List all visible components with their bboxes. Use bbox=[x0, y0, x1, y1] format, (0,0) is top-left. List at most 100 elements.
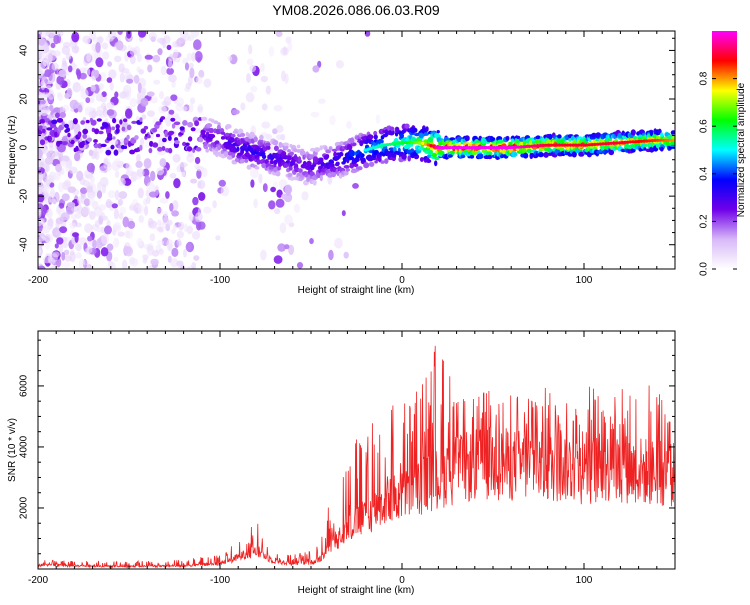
spectrogram-cell bbox=[83, 198, 91, 207]
spectrogram-ridge-cell bbox=[253, 136, 258, 143]
spectrogram-cell bbox=[92, 239, 97, 250]
spectrogram-ridge-cell bbox=[126, 124, 132, 131]
spectrogram-ridge-cell bbox=[157, 146, 163, 152]
spectrogram-ridge-cell bbox=[353, 163, 359, 167]
spectrogram-ridge-cell bbox=[41, 128, 46, 134]
spectrogram-core-cell bbox=[434, 145, 439, 149]
spectrogram-core-cell bbox=[464, 146, 469, 150]
spectrogram-cell bbox=[55, 217, 64, 225]
spectrogram-ridge-cell bbox=[51, 119, 58, 125]
spectrogram-cell bbox=[163, 211, 169, 217]
spectrogram-cell bbox=[194, 156, 201, 165]
spectrogram-x-tick-label: -100 bbox=[210, 275, 230, 286]
spectrogram-ridge-cell bbox=[147, 134, 151, 139]
spectrogram-ridge-cell bbox=[649, 130, 654, 137]
spectrogram-core-cell bbox=[462, 146, 466, 150]
spectrogram-cell bbox=[281, 70, 286, 82]
spectrogram-ridge-cell bbox=[96, 118, 102, 122]
spectrogram-ridge-cell bbox=[325, 154, 330, 159]
spectrogram-cell bbox=[129, 257, 139, 267]
spectrogram-cell bbox=[38, 67, 44, 76]
spectrogram-core-cell bbox=[628, 140, 633, 144]
spectrogram-ridge-cell bbox=[328, 163, 335, 167]
spectrogram-cell bbox=[150, 224, 157, 230]
spectrogram-ridge-cell bbox=[535, 135, 541, 140]
spectrogram-ridge-cell bbox=[328, 146, 333, 151]
spectrogram-ridge-cell bbox=[39, 119, 46, 124]
spectrogram-core-cell bbox=[574, 143, 578, 147]
spectrogram-cell bbox=[64, 92, 70, 99]
spectrogram-ridge-cell bbox=[449, 150, 455, 155]
snr-panel: -200 -100 0 100 2000 4000 6000 Height of strai… bbox=[7, 330, 676, 596]
spectrogram-core-cell bbox=[615, 141, 619, 145]
spectrogram-ridge-cell bbox=[350, 137, 355, 144]
spectrogram-cell bbox=[103, 158, 109, 169]
spectrogram-cell bbox=[63, 180, 72, 188]
spectrogram-core-cell bbox=[647, 139, 652, 143]
colorbar-tick-label: 0.8 bbox=[699, 71, 710, 85]
spectrogram-core-cell bbox=[489, 146, 494, 150]
spectrogram-cell bbox=[193, 255, 200, 261]
spectrogram-cell bbox=[150, 170, 156, 182]
spectrogram-cell bbox=[163, 96, 172, 107]
spectrogram-core-cell bbox=[410, 141, 414, 145]
spectrogram-cell bbox=[328, 249, 334, 261]
spectrogram-cell bbox=[77, 204, 83, 214]
spectrogram-ridge-cell bbox=[112, 136, 116, 140]
spectrogram-cell bbox=[181, 106, 188, 112]
spectrogram-ridge-cell bbox=[423, 132, 429, 136]
spectrogram-core-cell bbox=[672, 138, 675, 142]
spectrogram-cell bbox=[85, 182, 94, 193]
spectrogram-cell bbox=[158, 248, 164, 255]
spectrogram-ridge-cell bbox=[306, 160, 312, 167]
spectrogram-cell bbox=[45, 31, 51, 37]
spectrogram-cell bbox=[100, 247, 109, 257]
spectrogram-ridge-cell bbox=[240, 132, 246, 137]
spectrogram-cell bbox=[114, 170, 120, 178]
spectrogram-cell bbox=[126, 78, 134, 84]
spectrogram-cell bbox=[153, 79, 161, 85]
spectrogram-ridge-cell bbox=[469, 154, 475, 159]
spectrogram-cell bbox=[38, 37, 46, 46]
spectrogram-cell bbox=[120, 68, 130, 74]
spectrogram-ridge-cell bbox=[228, 150, 232, 157]
spectrogram-cell bbox=[110, 139, 119, 146]
spectrogram-ridge-cell bbox=[330, 159, 334, 164]
spectrogram-core-cell bbox=[642, 139, 646, 143]
spectrogram-ridge-cell bbox=[670, 130, 675, 135]
spectrogram-ridge-cell bbox=[272, 139, 279, 146]
spectrogram-cell bbox=[107, 190, 116, 199]
spectrogram-core-cell bbox=[500, 146, 504, 150]
spectrogram-cell bbox=[136, 237, 143, 247]
spectrogram-ridge-cell bbox=[513, 152, 518, 157]
spectrogram-ridge-cell bbox=[419, 157, 424, 162]
spectrogram-cell bbox=[191, 230, 201, 240]
spectrogram-cell bbox=[258, 173, 263, 184]
spectrogram-ridge-cell bbox=[242, 143, 248, 150]
spectrogram-core-cell bbox=[576, 143, 581, 147]
spectrogram-ridge-cell bbox=[64, 123, 69, 128]
spectrogram-cell bbox=[260, 249, 267, 261]
spectrogram-cell bbox=[146, 110, 155, 117]
spectrogram-ridge-cell bbox=[289, 176, 295, 181]
spectrogram-ridge-cell bbox=[418, 146, 424, 151]
spectrogram-ridge-cell bbox=[123, 139, 130, 143]
spectrogram-cell bbox=[113, 237, 120, 248]
spectrogram-cell bbox=[144, 205, 149, 216]
spectrogram-ridge-cell bbox=[288, 166, 293, 171]
spectrogram-core-cell bbox=[522, 145, 526, 149]
spectrogram-ridge-cell bbox=[434, 160, 438, 167]
spectrogram-cell bbox=[54, 243, 59, 249]
spectrogram-cell bbox=[105, 198, 112, 209]
spectrogram-cell bbox=[167, 219, 173, 226]
spectrogram-cell bbox=[343, 251, 349, 259]
spectrogram-ridge-cell bbox=[152, 127, 158, 133]
spectrogram-ridge-cell bbox=[225, 132, 229, 137]
spectrogram-ridge-cell bbox=[355, 166, 361, 170]
spectrogram-ridge-cell bbox=[289, 151, 295, 156]
spectrogram-cell bbox=[156, 240, 164, 246]
spectrogram-ridge-cell bbox=[220, 131, 226, 135]
spectrogram-cell bbox=[106, 109, 115, 116]
spectrogram-ridge-cell bbox=[126, 134, 130, 140]
spectrogram-ridge-cell bbox=[187, 136, 193, 142]
